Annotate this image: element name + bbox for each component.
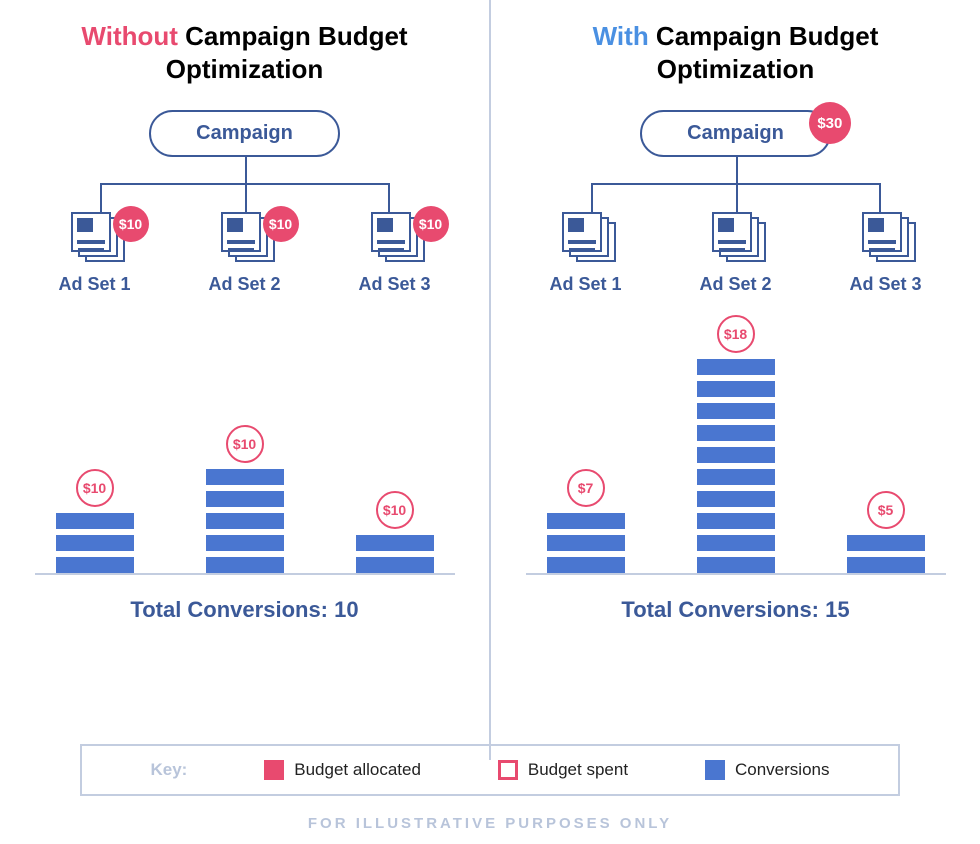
campaign-node-left: Campaign bbox=[149, 110, 340, 157]
allocated-badge: $10 bbox=[413, 206, 449, 242]
bars bbox=[356, 535, 434, 573]
bars bbox=[847, 535, 925, 573]
conversion-bar bbox=[356, 557, 434, 573]
legend-label: Budget allocated bbox=[294, 760, 421, 780]
adset-row-left: $10 Ad Set 1 $10 Ad Set 2 $10 Ad Set 3 bbox=[35, 212, 455, 295]
swatch-allocated-icon bbox=[264, 760, 284, 780]
conversion-bar bbox=[356, 535, 434, 551]
conversion-bar bbox=[56, 513, 134, 529]
conversion-bar bbox=[697, 557, 775, 573]
spent-badge: $10 bbox=[226, 425, 264, 463]
spent-badge: $10 bbox=[376, 491, 414, 529]
adset-right-2: Ad Set 2 bbox=[676, 212, 796, 295]
conversion-bar bbox=[547, 513, 625, 529]
spent-badge: $5 bbox=[867, 491, 905, 529]
chart-left: $10 $10 $10 bbox=[35, 315, 455, 575]
allocated-badge: $10 bbox=[263, 206, 299, 242]
adset-label: Ad Set 1 bbox=[549, 274, 621, 295]
comparison-container: Without Campaign Budget Optimization Cam… bbox=[0, 0, 980, 760]
title-rest-without: Campaign Budget Optimization bbox=[166, 21, 408, 84]
tree-connector-right bbox=[556, 157, 916, 212]
adset-row-right: Ad Set 1 Ad Set 2 Ad Set 3 bbox=[526, 212, 946, 295]
adset-stack-icon bbox=[702, 212, 770, 266]
bar-group-right-2: $18 bbox=[676, 315, 796, 573]
title-highlight-with: With bbox=[593, 21, 649, 51]
conversion-bar bbox=[56, 535, 134, 551]
legend-label: Conversions bbox=[735, 760, 830, 780]
conversion-bar bbox=[56, 557, 134, 573]
conversion-bar bbox=[206, 469, 284, 485]
conversion-bar bbox=[847, 557, 925, 573]
campaign-label-right: Campaign bbox=[687, 122, 784, 144]
legend-item-conversions: Conversions bbox=[705, 760, 830, 780]
legend: Key: Budget allocated Budget spent Conve… bbox=[80, 744, 900, 796]
adset-label: Ad Set 2 bbox=[208, 274, 280, 295]
adset-stack-icon bbox=[852, 212, 920, 266]
conversion-bar bbox=[697, 359, 775, 375]
conversion-bar bbox=[697, 381, 775, 397]
title-rest-with: Campaign Budget Optimization bbox=[649, 21, 879, 84]
bars bbox=[206, 469, 284, 573]
bar-group-right-1: $7 bbox=[526, 469, 646, 573]
conversion-bar bbox=[697, 425, 775, 441]
campaign-node-right: Campaign $30 bbox=[640, 110, 831, 157]
conversion-bar bbox=[697, 447, 775, 463]
conversion-bar bbox=[547, 557, 625, 573]
conversion-bar bbox=[697, 491, 775, 507]
conversion-bar bbox=[206, 491, 284, 507]
conversion-bar bbox=[206, 557, 284, 573]
conversion-bar bbox=[206, 535, 284, 551]
adset-left-2: $10 Ad Set 2 bbox=[185, 212, 305, 295]
conversion-bar bbox=[697, 513, 775, 529]
total-conversions-left: Total Conversions: 10 bbox=[130, 597, 358, 623]
bars bbox=[697, 359, 775, 573]
chart-right: $7 $18 $5 bbox=[526, 315, 946, 575]
campaign-label-left: Campaign bbox=[196, 122, 293, 144]
total-conversions-right: Total Conversions: 15 bbox=[621, 597, 849, 623]
legend-item-spent: Budget spent bbox=[498, 760, 628, 780]
conversion-bar bbox=[847, 535, 925, 551]
panel-title-without: Without Campaign Budget Optimization bbox=[20, 20, 469, 85]
panel-without-cbo: Without Campaign Budget Optimization Cam… bbox=[0, 0, 489, 760]
adset-right-3: Ad Set 3 bbox=[826, 212, 946, 295]
panel-title-with: With Campaign Budget Optimization bbox=[511, 20, 960, 85]
title-highlight-without: Without bbox=[81, 21, 178, 51]
adset-label: Ad Set 3 bbox=[358, 274, 430, 295]
bar-group-left-1: $10 bbox=[35, 469, 155, 573]
conversion-bar bbox=[547, 535, 625, 551]
bar-group-right-3: $5 bbox=[826, 491, 946, 573]
adset-label: Ad Set 1 bbox=[58, 274, 130, 295]
conversion-bar bbox=[206, 513, 284, 529]
campaign-allocated-badge: $30 bbox=[809, 102, 851, 144]
footer-disclaimer: FOR ILLUSTRATIVE PURPOSES ONLY bbox=[0, 815, 980, 832]
adset-left-3: $10 Ad Set 3 bbox=[335, 212, 455, 295]
adset-label: Ad Set 3 bbox=[849, 274, 921, 295]
spent-badge: $7 bbox=[567, 469, 605, 507]
allocated-badge: $10 bbox=[113, 206, 149, 242]
bars bbox=[547, 513, 625, 573]
adset-right-1: Ad Set 1 bbox=[526, 212, 646, 295]
spent-badge: $18 bbox=[717, 315, 755, 353]
legend-item-allocated: Budget allocated bbox=[264, 760, 421, 780]
spent-badge: $10 bbox=[76, 469, 114, 507]
adset-label: Ad Set 2 bbox=[699, 274, 771, 295]
swatch-conversions-icon bbox=[705, 760, 725, 780]
conversion-bar bbox=[697, 469, 775, 485]
bar-group-left-2: $10 bbox=[185, 425, 305, 573]
legend-key-label: Key: bbox=[150, 760, 187, 780]
bars bbox=[56, 513, 134, 573]
conversion-bar bbox=[697, 403, 775, 419]
swatch-spent-icon bbox=[498, 760, 518, 780]
tree-connector-left bbox=[65, 157, 425, 212]
bar-group-left-3: $10 bbox=[335, 491, 455, 573]
legend-label: Budget spent bbox=[528, 760, 628, 780]
adset-stack-icon bbox=[552, 212, 620, 266]
adset-left-1: $10 Ad Set 1 bbox=[35, 212, 155, 295]
panel-with-cbo: With Campaign Budget Optimization Campai… bbox=[491, 0, 980, 760]
conversion-bar bbox=[697, 535, 775, 551]
